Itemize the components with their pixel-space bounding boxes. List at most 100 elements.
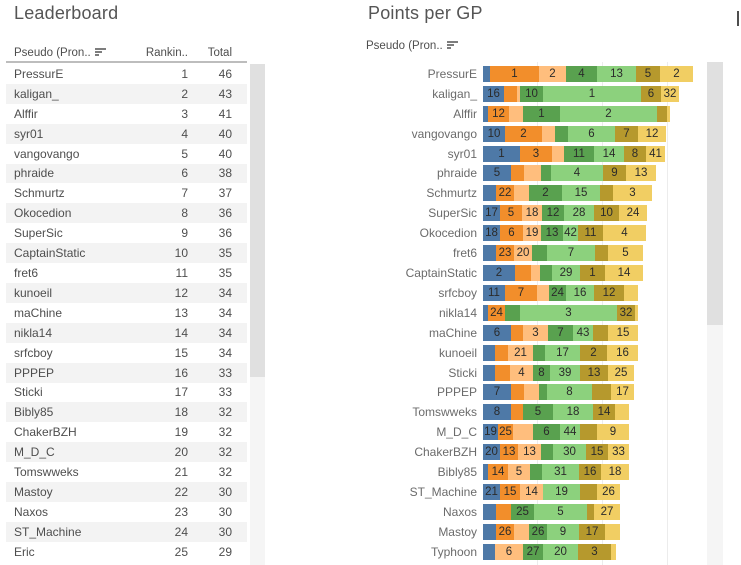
bar-segment[interactable]: 2 (529, 185, 562, 202)
bar-segment[interactable]: 7 (547, 245, 595, 262)
bar-segment[interactable]: 3 (578, 543, 611, 560)
bar-segment[interactable]: 13 (580, 364, 608, 381)
bar-segment[interactable]: 10 (520, 85, 543, 102)
bar-segment[interactable] (515, 265, 531, 282)
bar-segment[interactable] (483, 364, 495, 381)
bar-segment[interactable]: 11 (578, 225, 603, 242)
table-row[interactable]: Eric 25 29 (6, 542, 247, 562)
table-row[interactable]: fret6 11 35 (6, 263, 247, 283)
bar-segment[interactable] (511, 404, 523, 421)
bar-segment[interactable] (514, 185, 529, 202)
bar-segment[interactable] (532, 245, 547, 262)
bar-segment[interactable]: 30 (553, 444, 586, 461)
bar-segment[interactable]: 41 (646, 145, 665, 162)
chart-row-label[interactable]: Tomswweks (412, 405, 477, 420)
bar-segment[interactable] (513, 424, 533, 441)
table-row[interactable]: nikla14 14 34 (6, 322, 247, 343)
bar-segment[interactable]: 19 (523, 225, 541, 242)
bar-segment[interactable]: 32 (661, 85, 679, 102)
bar-segment[interactable]: 9 (603, 165, 626, 182)
chart-row-label[interactable]: Alffir (453, 106, 477, 121)
bar-segment[interactable]: 18 (553, 404, 593, 421)
bar-segment[interactable]: 17 (545, 344, 580, 361)
leaderboard-scrollbar[interactable] (250, 64, 265, 565)
bar-segment[interactable] (593, 324, 608, 341)
bar-segment[interactable]: 5 (534, 503, 587, 520)
bar-segment[interactable]: 7 (483, 384, 511, 401)
bar-segment[interactable]: 12 (488, 105, 509, 122)
points-field-label-text[interactable]: Pseudo (Pron.. (366, 40, 443, 52)
bar-segment[interactable]: 7 (615, 125, 638, 142)
bar-segment[interactable]: 2 (505, 125, 542, 142)
points-chart-scrollbar[interactable] (707, 62, 723, 565)
bar-segment[interactable]: 17 (579, 523, 605, 540)
bar-segment[interactable]: 20 (514, 245, 532, 262)
bar-segment[interactable] (483, 464, 488, 481)
bar-segment[interactable] (615, 404, 629, 421)
table-row[interactable]: PressurE 1 46 (6, 64, 247, 84)
bar-segment[interactable] (495, 364, 510, 381)
table-row[interactable]: Tomswweks 21 32 (6, 462, 247, 482)
bar-segment[interactable]: 31 (542, 464, 579, 481)
points-chart-scrollbar-thumb[interactable] (707, 62, 723, 325)
table-row[interactable]: Naxos 23 30 (6, 502, 247, 522)
bar-segment[interactable] (542, 125, 555, 142)
bar-segment[interactable] (580, 424, 597, 441)
bar-segment[interactable]: 5 (523, 404, 553, 421)
bar-segment[interactable]: 20 (543, 543, 578, 560)
bar-segment[interactable]: 22 (496, 185, 514, 202)
bar-segment[interactable]: 10 (483, 125, 505, 142)
bar-segment[interactable]: 15 (500, 483, 520, 500)
bar-segment[interactable] (531, 265, 540, 282)
bar-segment[interactable]: 5 (508, 464, 530, 481)
bar-segment[interactable]: 20 (483, 444, 500, 461)
bar-segment[interactable] (483, 185, 496, 202)
chart-row-label[interactable]: Typhoon (430, 544, 477, 559)
bar-segment[interactable] (611, 543, 616, 560)
chart-row-label[interactable]: Schmurtz (426, 186, 477, 201)
chart-row-label[interactable]: phraide (436, 166, 477, 181)
bar-segment[interactable] (483, 65, 490, 82)
bar-segment[interactable]: 2 (483, 265, 515, 282)
bar-segment[interactable]: 26 (496, 523, 514, 540)
bar-segment[interactable]: 26 (597, 483, 620, 500)
chart-row-label[interactable]: vangovango (411, 126, 477, 141)
bar-segment[interactable] (509, 105, 523, 122)
bar-segment[interactable]: 32 (617, 304, 635, 321)
bar-segment[interactable]: 2 (580, 344, 607, 361)
bar-segment[interactable] (514, 523, 529, 540)
bar-segment[interactable]: 25 (608, 364, 634, 381)
bar-segment[interactable]: 27 (594, 503, 620, 520)
chart-row-label[interactable]: PPPEP (436, 385, 477, 400)
bar-segment[interactable]: 14 (520, 483, 543, 500)
bar-segment[interactable]: 21 (508, 344, 533, 361)
bar-segment[interactable]: 12 (542, 205, 564, 222)
chart-row-label[interactable]: srfcboy (438, 285, 477, 300)
table-row[interactable]: Bibly85 18 32 (6, 402, 247, 423)
bar-segment[interactable]: 6 (568, 125, 615, 142)
table-row[interactable]: Sticki 17 33 (6, 383, 247, 403)
bar-segment[interactable]: 26 (529, 523, 547, 540)
bar-segment[interactable]: 28 (564, 205, 594, 222)
table-row[interactable]: Schmurtz 7 37 (6, 183, 247, 203)
bar-segment[interactable]: 1 (483, 145, 520, 162)
bar-segment[interactable]: 1 (523, 105, 560, 122)
bar-segment[interactable] (552, 145, 564, 162)
bar-segment[interactable]: 12 (638, 125, 666, 142)
table-row[interactable]: CaptainStatic 10 35 (6, 243, 247, 264)
table-row[interactable]: ST_Machine 24 30 (6, 521, 247, 542)
bar-segment[interactable]: 6 (483, 324, 511, 341)
bar-segment[interactable]: 6 (495, 543, 523, 560)
bar-segment[interactable]: 7 (548, 324, 573, 341)
bar-segment[interactable] (657, 105, 667, 122)
bar-segment[interactable]: 43 (573, 324, 593, 341)
bar-segment[interactable]: 21 (483, 483, 500, 500)
bar-segment[interactable]: 33 (608, 444, 629, 461)
chart-row-label[interactable]: Bibly85 (437, 465, 477, 480)
bar-segment[interactable] (539, 384, 547, 401)
bar-segment[interactable]: 18 (483, 225, 500, 242)
bar-segment[interactable]: 3 (613, 185, 652, 202)
bar-segment[interactable]: 17 (483, 205, 500, 222)
bar-segment[interactable]: 3 (520, 145, 552, 162)
bar-segment[interactable] (483, 344, 495, 361)
